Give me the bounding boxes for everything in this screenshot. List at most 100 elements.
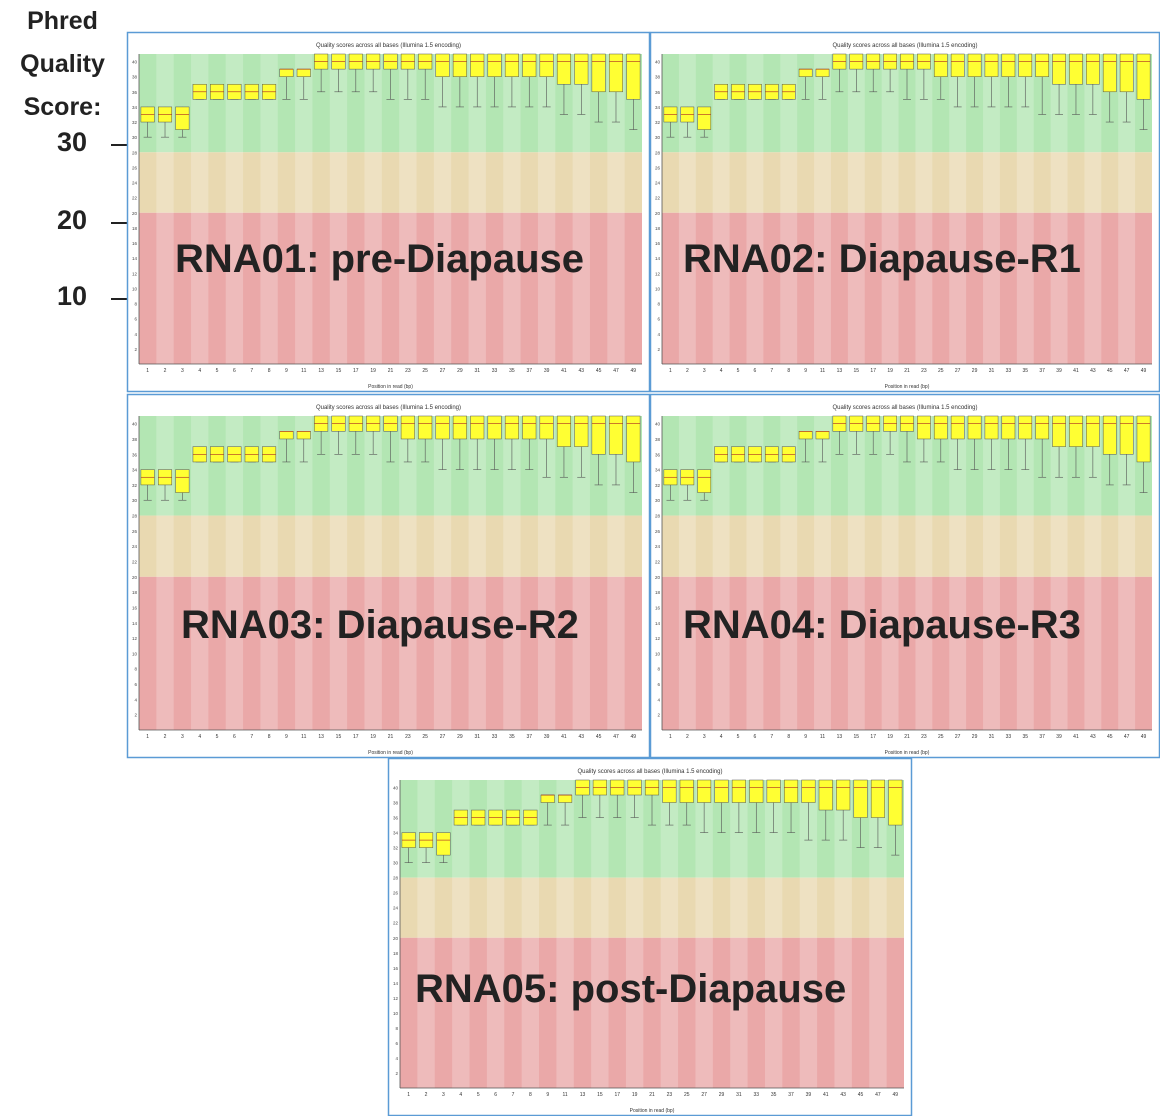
x-tick-label: 47 <box>1124 734 1130 740</box>
iqr-box <box>967 415 982 440</box>
x-tick-label: 23 <box>405 734 411 740</box>
box-mark <box>1052 415 1066 478</box>
sample-label: RNA02: Diapause-R1 <box>683 237 1081 281</box>
x-tick-label: 23 <box>405 368 411 374</box>
column-stripe <box>881 416 899 730</box>
column-stripe <box>660 780 679 1088</box>
quality-panel-4: Quality scores across all bases (Illumin… <box>649 393 1160 759</box>
box-mark <box>262 446 277 463</box>
iqr-box <box>608 415 623 455</box>
y-tick-label: 16 <box>132 605 138 610</box>
box-mark <box>314 53 329 93</box>
left-tick-30-mark <box>111 144 127 146</box>
x-tick-label: 19 <box>370 368 376 374</box>
box-mark <box>488 809 503 826</box>
box-mark <box>784 779 799 833</box>
phred-axis-title-line-1: Phred <box>27 7 98 35</box>
box-mark <box>781 83 796 100</box>
y-tick-label: 34 <box>132 105 138 110</box>
box-mark <box>748 83 762 100</box>
iqr-box <box>558 794 573 803</box>
box-mark <box>679 779 694 826</box>
y-tick-label: 18 <box>655 590 661 595</box>
x-tick-label: 29 <box>719 1092 725 1098</box>
box-mark <box>331 415 346 455</box>
box-mark <box>883 53 897 93</box>
x-tick-label: 3 <box>181 368 184 374</box>
x-tick-label: 39 <box>544 368 550 374</box>
y-tick-label: 16 <box>655 605 661 610</box>
x-tick-label: 2 <box>686 368 689 374</box>
y-tick-label: 24 <box>655 544 661 549</box>
iqr-box <box>296 431 311 440</box>
box-mark <box>662 779 677 826</box>
column-stripe <box>1118 416 1136 730</box>
x-tick-label: 41 <box>1073 368 1079 374</box>
box-mark <box>158 469 173 501</box>
box-mark <box>950 415 965 470</box>
iqr-box <box>470 53 485 77</box>
box-mark <box>731 83 745 100</box>
box-mark <box>608 415 623 486</box>
box-mark <box>888 779 903 856</box>
box-mark <box>192 83 207 100</box>
iqr-box <box>626 53 641 100</box>
iqr-box <box>487 53 502 77</box>
column-stripe <box>556 780 574 1088</box>
iqr-box <box>917 415 931 440</box>
iqr-box <box>784 779 799 803</box>
x-tick-label: 5 <box>216 734 219 740</box>
y-tick-label: 28 <box>655 150 661 155</box>
x-tick-label: 29 <box>972 734 978 740</box>
box-mark <box>383 415 398 463</box>
x-tick-label: 47 <box>875 1092 881 1098</box>
x-tick-label: 21 <box>388 734 394 740</box>
quality-panel-2: Quality scores across all bases (Illumin… <box>649 31 1160 393</box>
left-tick-20-mark <box>111 222 127 224</box>
x-tick-label: 35 <box>509 368 515 374</box>
x-tick-label: 39 <box>1056 734 1062 740</box>
iqr-box <box>662 779 677 803</box>
x-tick-label: 19 <box>632 1092 638 1098</box>
iqr-box <box>1119 415 1134 455</box>
y-tick-label: 38 <box>132 437 138 442</box>
sample-label: RNA03: Diapause-R2 <box>181 603 579 647</box>
iqr-box <box>798 68 813 77</box>
column-stripe <box>881 54 899 364</box>
x-tick-label: 31 <box>989 368 995 374</box>
box-mark <box>853 779 868 848</box>
box-mark <box>435 53 450 108</box>
y-tick-label: 26 <box>655 529 661 534</box>
zone-warn <box>139 515 642 577</box>
y-tick-label: 26 <box>655 165 661 170</box>
column-stripe <box>847 54 865 364</box>
y-tick-label: 2 <box>657 347 660 352</box>
x-tick-label: 15 <box>854 734 860 740</box>
column-stripe <box>1084 416 1102 730</box>
iqr-box <box>870 779 885 818</box>
box-mark <box>523 809 538 826</box>
box-mark <box>539 415 554 478</box>
y-tick-label: 20 <box>132 211 138 216</box>
x-tick-label: 35 <box>509 734 515 740</box>
iqr-box <box>1001 415 1016 440</box>
box-mark <box>591 53 606 123</box>
phred-axis-title-line-2: Quality <box>20 50 105 78</box>
box-mark <box>556 415 571 478</box>
y-tick-label: 30 <box>393 861 399 866</box>
iqr-box <box>626 415 641 463</box>
zone-warn <box>662 152 1152 213</box>
box-mark <box>967 415 982 470</box>
y-tick-label: 20 <box>655 211 661 216</box>
x-tick-label: 27 <box>440 368 446 374</box>
x-tick-label: 3 <box>703 734 706 740</box>
column-stripe <box>486 780 505 1088</box>
iqr-box <box>714 779 729 803</box>
iqr-box <box>818 779 833 811</box>
box-mark <box>348 53 363 93</box>
x-tick-label: 49 <box>1141 368 1147 374</box>
y-tick-label: 12 <box>393 996 399 1001</box>
iqr-box <box>1001 53 1016 77</box>
box-mark <box>866 53 881 93</box>
